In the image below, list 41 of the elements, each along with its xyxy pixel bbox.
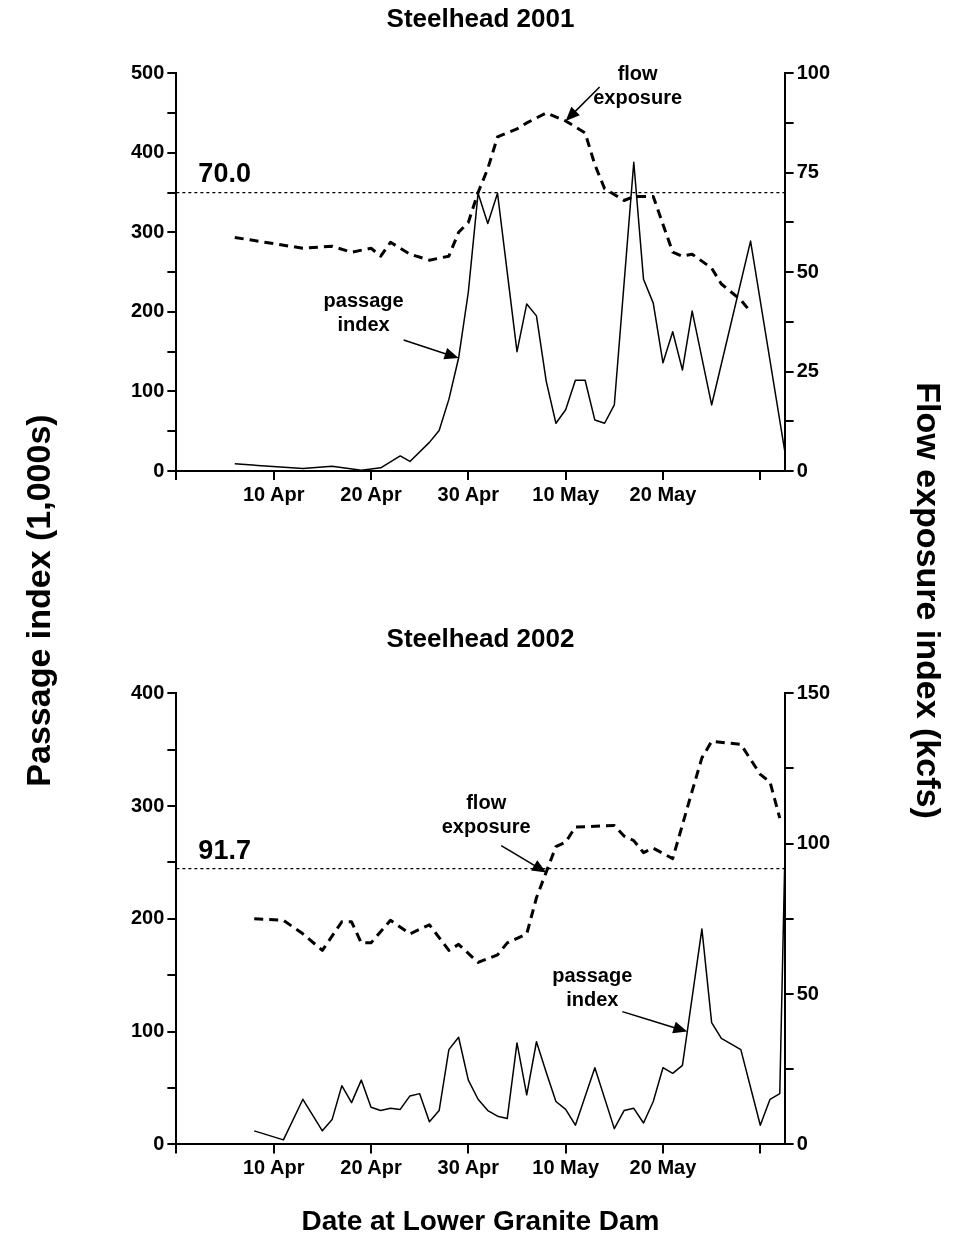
ref-line-label: 70.0 (198, 158, 251, 189)
x-tick-label: 20 May (629, 1155, 698, 1178)
y-tick-label: 300 (130, 793, 165, 816)
y2-tick-label: 50 (796, 259, 819, 282)
chart-title: Steelhead 2001 (386, 2, 575, 33)
x-tick-label: 20 Apr (340, 482, 402, 505)
x-tick-label: 20 Apr (340, 1155, 402, 1178)
y-tick-label: 400 (130, 140, 165, 163)
y-tick-label: 200 (130, 299, 165, 322)
ref-line-label: 91.7 (198, 834, 251, 865)
y-tick-label: 100 (130, 378, 165, 401)
annotation: passage index (552, 964, 633, 1011)
y2-tick-label: 25 (796, 359, 819, 382)
y2-tick-label: 100 (796, 60, 831, 83)
annotation: flow exposure (593, 62, 683, 109)
y-tick-label: 0 (153, 1131, 165, 1154)
y2-tick-label: 75 (796, 160, 819, 183)
y-tick-label: 100 (130, 1019, 165, 1042)
y2-tick-label: 100 (796, 831, 831, 854)
annotation: flow exposure (441, 791, 531, 838)
y-tick-label: 200 (130, 906, 165, 929)
x-tick-label: 10 Apr (242, 1155, 305, 1178)
y-tick-label: 300 (130, 219, 165, 242)
y2-tick-label: 50 (796, 981, 819, 1004)
x-tick-label: 30 Apr (437, 1155, 500, 1178)
x-tick-label: 10 May (532, 482, 600, 505)
y-axis-title: Passage index (1,000s) (18, 413, 58, 787)
x-tick-label: 10 May (532, 1155, 600, 1178)
annotation: passage index (323, 288, 404, 335)
chart-title: Steelhead 2002 (386, 622, 575, 653)
y-tick-label: 0 (153, 458, 165, 481)
x-axis-title: Date at Lower Granite Dam (301, 1204, 660, 1236)
x-tick-label: 20 May (629, 482, 698, 505)
y2-tick-label: 150 (796, 680, 831, 703)
y2-tick-label: 0 (796, 1131, 808, 1154)
y-tick-label: 400 (130, 680, 165, 703)
x-tick-label: 10 Apr (242, 482, 305, 505)
y2-tick-label: 0 (796, 458, 808, 481)
x-tick-label: 30 Apr (437, 482, 500, 505)
y2-axis-title: Flow exposure index (kcfs) (908, 381, 948, 819)
y-tick-label: 500 (130, 60, 165, 83)
